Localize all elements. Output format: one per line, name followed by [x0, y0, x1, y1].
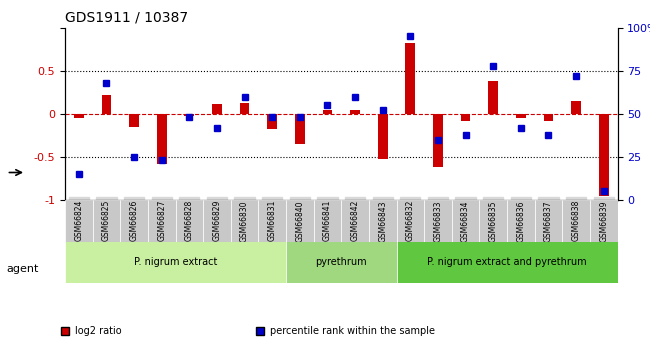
Text: GSM66842: GSM66842	[350, 200, 359, 242]
Text: GSM66826: GSM66826	[129, 200, 138, 242]
FancyBboxPatch shape	[452, 200, 480, 242]
FancyBboxPatch shape	[92, 200, 120, 242]
FancyBboxPatch shape	[480, 200, 507, 242]
Text: GSM66836: GSM66836	[516, 200, 525, 242]
Bar	[433, 114, 443, 167]
Bar	[461, 114, 471, 121]
Text: GDS1911 / 10387: GDS1911 / 10387	[65, 10, 188, 24]
Text: GSM66827: GSM66827	[157, 200, 166, 242]
Text: GSM66838: GSM66838	[571, 200, 580, 242]
Text: GSM66835: GSM66835	[489, 200, 498, 242]
FancyBboxPatch shape	[148, 200, 176, 242]
Bar	[543, 114, 553, 121]
FancyBboxPatch shape	[369, 200, 396, 242]
Text: GSM66829: GSM66829	[213, 200, 222, 242]
Bar	[212, 104, 222, 114]
Bar	[157, 114, 166, 164]
Bar	[129, 114, 139, 127]
FancyBboxPatch shape	[313, 200, 341, 242]
FancyBboxPatch shape	[65, 241, 286, 283]
FancyBboxPatch shape	[424, 200, 452, 242]
Text: agent: agent	[6, 264, 39, 274]
Text: P. nigrum extract: P. nigrum extract	[134, 257, 217, 267]
FancyBboxPatch shape	[396, 241, 618, 283]
Bar	[295, 114, 305, 144]
Text: GSM66843: GSM66843	[378, 200, 387, 242]
FancyBboxPatch shape	[176, 200, 203, 242]
Text: GSM66833: GSM66833	[434, 200, 443, 242]
Text: GSM66832: GSM66832	[406, 200, 415, 242]
Bar	[378, 114, 387, 159]
Bar	[571, 101, 581, 114]
FancyBboxPatch shape	[507, 200, 534, 242]
Text: log2 ratio: log2 ratio	[75, 326, 122, 336]
FancyBboxPatch shape	[341, 200, 369, 242]
Text: GSM66825: GSM66825	[102, 200, 111, 242]
Bar	[74, 114, 84, 118]
FancyBboxPatch shape	[120, 200, 148, 242]
Bar	[322, 110, 332, 114]
Text: pyrethrum: pyrethrum	[315, 257, 367, 267]
Bar	[267, 114, 277, 129]
Bar	[101, 95, 111, 114]
Bar	[350, 110, 360, 114]
FancyBboxPatch shape	[590, 200, 618, 242]
FancyBboxPatch shape	[562, 200, 590, 242]
Bar	[185, 114, 194, 116]
FancyBboxPatch shape	[259, 200, 286, 242]
Text: GSM66831: GSM66831	[268, 200, 277, 242]
Text: GSM66834: GSM66834	[461, 200, 470, 242]
Text: GSM66841: GSM66841	[323, 200, 332, 242]
FancyBboxPatch shape	[396, 200, 424, 242]
Bar	[240, 103, 250, 114]
Text: P. nigrum extract and pyrethrum: P. nigrum extract and pyrethrum	[427, 257, 587, 267]
Text: percentile rank within the sample: percentile rank within the sample	[270, 326, 435, 336]
Text: GSM66840: GSM66840	[295, 200, 304, 242]
FancyBboxPatch shape	[231, 200, 259, 242]
FancyBboxPatch shape	[203, 200, 231, 242]
FancyBboxPatch shape	[286, 200, 313, 242]
Text: GSM66830: GSM66830	[240, 200, 249, 242]
Bar	[488, 81, 498, 114]
Text: GSM66839: GSM66839	[599, 200, 608, 242]
Text: GSM66824: GSM66824	[74, 200, 83, 242]
Bar	[406, 43, 415, 114]
Bar	[599, 114, 608, 196]
FancyBboxPatch shape	[534, 200, 562, 242]
FancyBboxPatch shape	[65, 200, 92, 242]
Text: GSM66837: GSM66837	[544, 200, 553, 242]
FancyBboxPatch shape	[286, 241, 396, 283]
Bar	[516, 114, 526, 118]
Text: GSM66828: GSM66828	[185, 200, 194, 242]
